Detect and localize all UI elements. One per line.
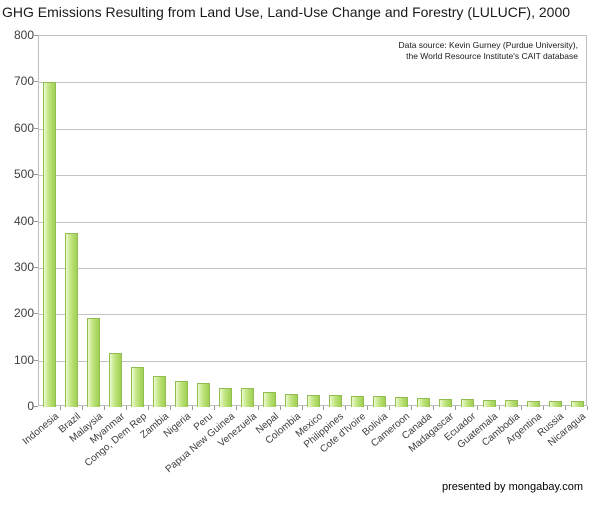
y-tick-mark-0 bbox=[34, 406, 38, 407]
x-tick-mark bbox=[389, 406, 391, 410]
x-tick-mark bbox=[169, 406, 171, 410]
bar-cameroon bbox=[394, 397, 408, 407]
bar-indonesia bbox=[43, 82, 57, 407]
bar-madagascar bbox=[438, 399, 452, 407]
x-tick-mark bbox=[565, 406, 567, 410]
gridline-400 bbox=[39, 221, 586, 223]
bar-peru bbox=[197, 382, 211, 407]
data-source-note: Data source: Kevin Gurney (Purdue Univer… bbox=[398, 40, 578, 62]
bar-papua-new-guinea bbox=[219, 387, 233, 407]
bar-mexico bbox=[307, 394, 320, 407]
y-tick-label-500: 500 bbox=[13, 167, 34, 182]
footer-credit: presented by mongabay.com bbox=[441, 481, 583, 493]
x-tick-mark bbox=[301, 406, 303, 410]
y-tick-mark-200 bbox=[34, 313, 38, 315]
x-tick-mark bbox=[455, 406, 457, 410]
chart-title: GHG Emissions Resulting from Land Use, L… bbox=[2, 4, 571, 20]
y-tick-mark-800 bbox=[34, 35, 38, 36]
bar-argentina bbox=[526, 400, 540, 407]
bar-ecuador bbox=[460, 399, 474, 407]
x-tick-mark bbox=[587, 406, 588, 410]
x-tick-mark bbox=[103, 406, 105, 410]
bar-malaysia bbox=[87, 317, 101, 407]
bar-zambia bbox=[153, 376, 167, 407]
x-tick-mark bbox=[147, 406, 149, 410]
bar-cambodia bbox=[504, 400, 518, 407]
x-tick-mark bbox=[323, 406, 325, 410]
gridline-300 bbox=[39, 267, 586, 269]
bar-philippines bbox=[328, 395, 342, 407]
bar-canada bbox=[416, 398, 430, 407]
y-tick-label-100: 100 bbox=[13, 352, 34, 367]
y-tick-mark-100 bbox=[34, 359, 38, 361]
x-tick-mark bbox=[543, 406, 545, 410]
bar-nicaragua bbox=[570, 400, 584, 407]
bar-nepal bbox=[263, 391, 277, 407]
y-tick-mark-300 bbox=[34, 266, 38, 268]
y-tick-mark-500 bbox=[34, 174, 38, 176]
y-tick-label-600: 600 bbox=[13, 120, 34, 135]
bar-myanmar bbox=[109, 353, 123, 407]
bar-brazil bbox=[65, 233, 79, 407]
x-tick-mark bbox=[411, 406, 413, 410]
bar-cote-d-ivoire bbox=[350, 395, 364, 407]
bar-bolivia bbox=[372, 396, 386, 407]
bar-colombia bbox=[285, 393, 299, 407]
x-tick-mark bbox=[521, 406, 523, 410]
gridline-700 bbox=[39, 82, 586, 84]
y-tick-label-0: 0 bbox=[27, 399, 34, 413]
x-tick-mark bbox=[235, 406, 237, 410]
x-tick-mark bbox=[125, 406, 127, 410]
plot-area bbox=[38, 35, 587, 407]
x-tick-mark bbox=[477, 406, 479, 410]
gridline-500 bbox=[39, 175, 586, 177]
bar-congo-dem-rep bbox=[131, 366, 145, 407]
bar-nigeria bbox=[175, 381, 189, 407]
y-tick-mark-600 bbox=[34, 127, 38, 129]
gridline-200 bbox=[39, 314, 586, 316]
bar-russia bbox=[548, 400, 562, 407]
x-tick-mark bbox=[345, 406, 347, 410]
gridline-100 bbox=[39, 360, 586, 362]
x-tick-mark bbox=[213, 406, 215, 410]
x-tick-mark bbox=[279, 406, 281, 410]
x-tick-mark bbox=[81, 406, 83, 410]
y-tick-label-700: 700 bbox=[13, 74, 34, 89]
x-tick-mark bbox=[499, 406, 501, 410]
data-source-line-1: Data source: Kevin Gurney (Purdue Univer… bbox=[398, 40, 578, 50]
x-tick-mark bbox=[191, 406, 193, 410]
x-tick-mark bbox=[257, 406, 259, 410]
y-tick-mark-400 bbox=[34, 220, 38, 222]
y-tick-mark-700 bbox=[34, 81, 38, 83]
gridline-600 bbox=[39, 128, 586, 130]
bar-guatemala bbox=[482, 400, 496, 407]
y-tick-label-200: 200 bbox=[13, 306, 34, 321]
y-tick-label-800: 800 bbox=[13, 28, 34, 42]
x-tick-mark bbox=[59, 406, 61, 410]
bar-venezuela bbox=[241, 388, 255, 407]
data-source-line-2: the World Resource Institute's CAIT data… bbox=[406, 51, 578, 61]
x-tick-mark bbox=[433, 406, 435, 410]
x-tick-mark bbox=[367, 406, 369, 410]
y-tick-label-400: 400 bbox=[13, 213, 34, 228]
y-tick-label-300: 300 bbox=[13, 259, 34, 274]
